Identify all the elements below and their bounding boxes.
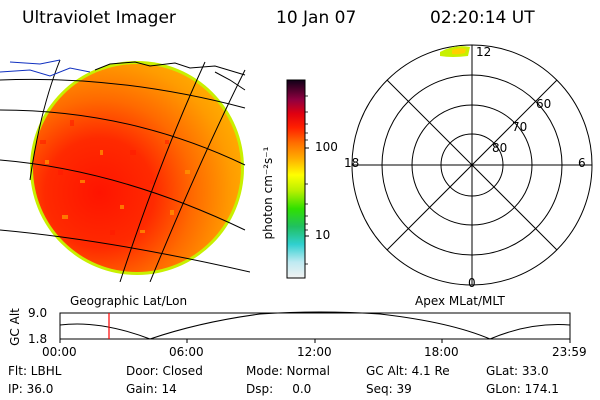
x-tick-1200: 12:00 [297,345,332,359]
colorbar-tick-10: 10 [315,228,331,242]
mlat-label-70: 70 [512,120,528,134]
mlat-label-60: 60 [536,97,552,111]
x-tick-1800: 18:00 [424,345,459,359]
info-dsp: Dsp: 0.0 [246,382,312,396]
altitude-y-top: 9.0 [28,306,48,320]
date-label: 10 Jan 07 [276,8,357,28]
time-label: 02:20:14 UT [430,8,535,28]
altitude-y-bottom: 1.8 [28,332,48,346]
colorbar-tick-100: 100 [315,140,338,154]
info-mode: Mode: Normal [246,364,330,378]
x-tick-0600: 06:00 [169,345,204,359]
altitude-plot [59,311,571,343]
x-tick-0000: 00:00 [42,345,77,359]
info-ip: IP: 36.0 [8,382,54,396]
info-door: Door: Closed [126,364,203,378]
mlt-label-18: 18 [344,156,360,170]
info-gain: Gain: 14 [126,382,177,396]
info-seq: Seq: 39 [366,382,412,396]
polar-grid [351,44,593,286]
info-glon: GLon: 174.1 [486,382,559,396]
info-glat: GLat: 33.0 [486,364,549,378]
colorbar [286,79,309,279]
right-panel-caption: Apex MLat/MLT [415,294,505,308]
earth-disk-image [0,59,250,282]
mlt-label-12: 12 [476,45,492,59]
colorbar-unit-label: photon cm⁻²s⁻¹ [261,146,275,240]
coastline-outline [0,59,91,77]
left-panel-caption: Geographic Lat/Lon [70,294,188,308]
instrument-title: Ultraviolet Imager [22,8,176,28]
x-tick-2359: 23:59 [552,345,587,359]
mlt-label-0: 0 [468,276,476,290]
mlt-label-6: 6 [578,156,586,170]
altitude-curve [59,311,571,340]
mlat-label-80: 80 [492,141,508,155]
altitude-axis-label: GC Alt [8,308,22,346]
info-flt: Flt: LBHL [8,364,62,378]
info-gc-alt: GC Alt: 4.1 Re [366,364,450,378]
